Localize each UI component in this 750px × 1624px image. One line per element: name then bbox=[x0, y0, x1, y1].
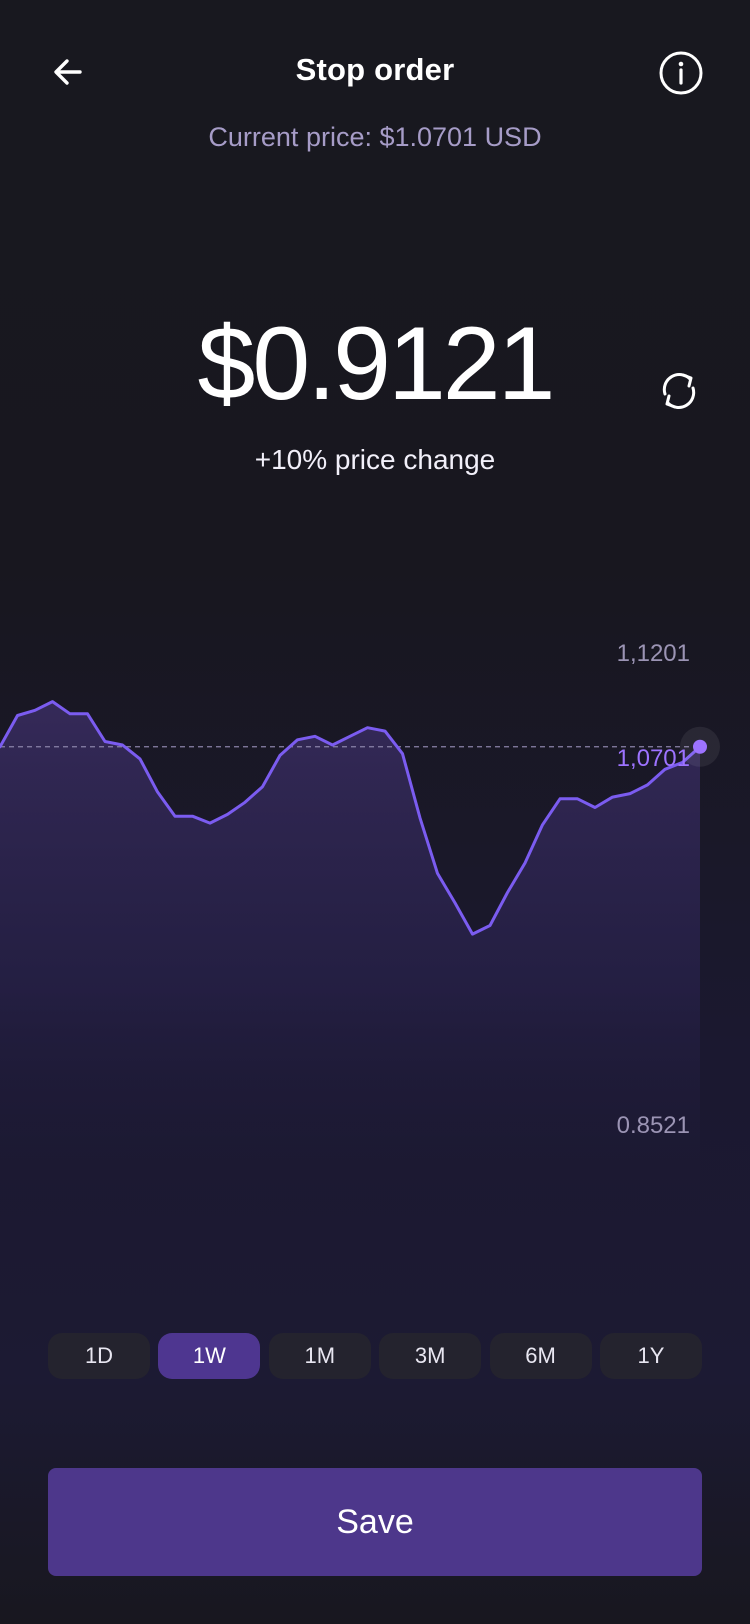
y-axis-label-high: 1,1201 bbox=[616, 640, 690, 667]
save-button[interactable]: Save bbox=[48, 1468, 702, 1576]
chart-series-line bbox=[0, 700, 702, 936]
price-change-text: +10% price change bbox=[254, 444, 496, 475]
chart-end-point[interactable] bbox=[693, 739, 707, 754]
arrow-left-icon bbox=[54, 59, 82, 85]
y-axis-label-low: 0.8521 bbox=[616, 1112, 690, 1139]
current-price-text: Current price: $1.0701 USD bbox=[208, 122, 542, 152]
refresh-icon bbox=[662, 373, 696, 409]
tab-3m[interactable]: 3M bbox=[379, 1333, 482, 1379]
period-tabs: 1D 1W 1M 3M 6M 1Y bbox=[48, 1333, 702, 1379]
header: Stop order bbox=[0, 0, 750, 150]
tab-1d[interactable]: 1D bbox=[48, 1333, 150, 1379]
price-chart[interactable]: 1,1201 1,0701 0.8521 bbox=[0, 560, 750, 1220]
y-axis-label-current: 1,0701 bbox=[616, 745, 690, 772]
page-title: Stop order bbox=[295, 52, 455, 87]
swap-button[interactable] bbox=[654, 366, 704, 416]
tab-6m[interactable]: 6M bbox=[489, 1333, 592, 1379]
price-chart-svg bbox=[0, 700, 720, 1220]
info-button[interactable] bbox=[656, 48, 706, 98]
chart-area-fill bbox=[0, 701, 700, 1220]
info-icon bbox=[659, 51, 703, 95]
back-button[interactable] bbox=[44, 48, 92, 96]
tab-1m[interactable]: 1M bbox=[268, 1333, 371, 1379]
target-price[interactable]: $0.9121 bbox=[197, 306, 556, 422]
tab-1y[interactable]: 1Y bbox=[599, 1333, 702, 1379]
tab-1w[interactable]: 1W bbox=[158, 1333, 261, 1379]
